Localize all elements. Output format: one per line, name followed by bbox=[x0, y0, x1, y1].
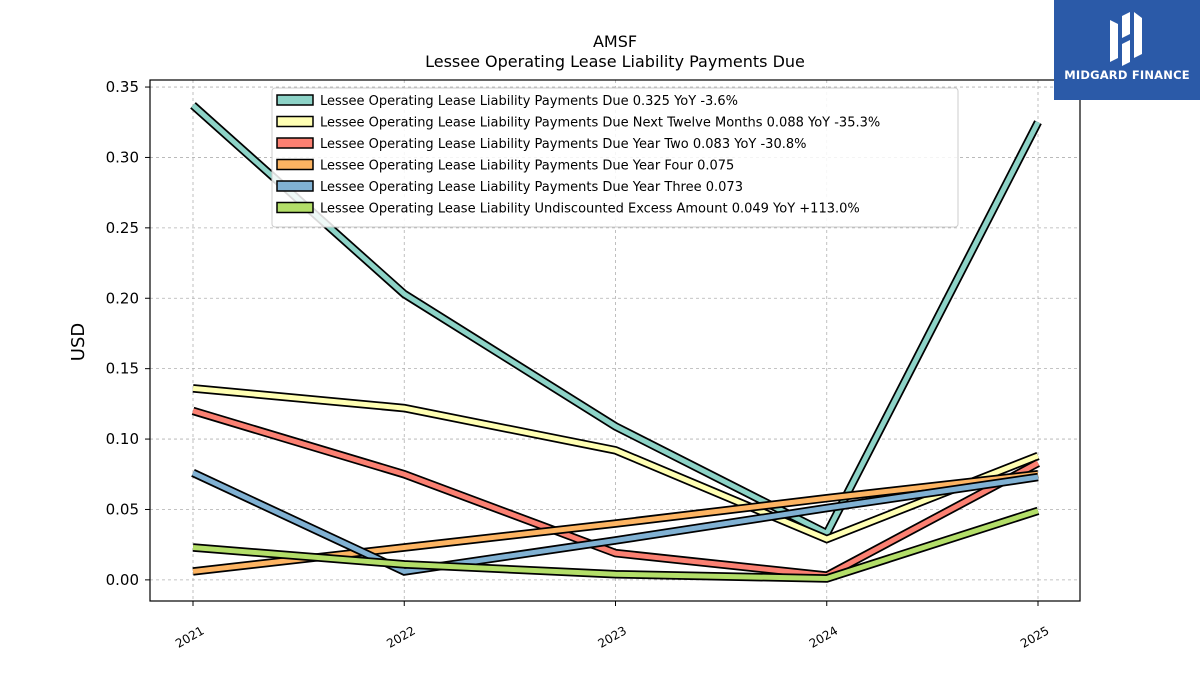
y-tick-label: 0.10 bbox=[106, 430, 139, 448]
y-tick-label: 0.35 bbox=[106, 78, 139, 96]
x-tick-label: 2024 bbox=[807, 623, 840, 650]
series-line bbox=[191, 469, 1039, 576]
legend-swatch bbox=[276, 115, 314, 128]
y-axis-label: USD bbox=[68, 323, 89, 361]
x-tick-label: 2021 bbox=[173, 623, 206, 650]
y-tick-label: 0.15 bbox=[106, 360, 139, 378]
legend-label: Lessee Operating Lease Liability Payment… bbox=[320, 159, 734, 174]
y-tick-label: 0.25 bbox=[106, 219, 139, 237]
legend-label: Lessee Operating Lease Liability Payment… bbox=[320, 116, 880, 131]
y-tick-label: 0.05 bbox=[106, 500, 139, 518]
x-axis: 2021 2022 2023 2024 2025 bbox=[173, 601, 1052, 651]
series-line bbox=[192, 506, 1040, 583]
y-axis: 0.00 0.05 0.10 0.15 0.20 0.25 0.30 0.35 bbox=[106, 78, 150, 589]
legend-swatch bbox=[276, 180, 314, 192]
midgard-logo-icon bbox=[1110, 12, 1142, 66]
midgard-finance-logo: MIDGARD FINANCE bbox=[1054, 0, 1200, 100]
legend-label: Lessee Operating Lease Liability Payment… bbox=[320, 94, 738, 109]
legend-swatch bbox=[276, 94, 314, 106]
x-tick-label: 2025 bbox=[1018, 623, 1051, 650]
chart-subtitle: Lessee Operating Lease Liability Payment… bbox=[425, 52, 805, 71]
legend-swatch bbox=[276, 137, 314, 149]
chart-title: AMSF bbox=[593, 32, 637, 51]
y-tick-label: 0.00 bbox=[106, 571, 139, 589]
logo-text: MIDGARD FINANCE bbox=[1064, 68, 1190, 82]
series-lines bbox=[190, 102, 1042, 583]
legend-box bbox=[271, 87, 959, 228]
legend: Lessee Operating Lease Liability Payment… bbox=[271, 87, 959, 228]
legend-label: Lessee Operating Lease Liability Payment… bbox=[320, 137, 806, 152]
y-tick-label: 0.30 bbox=[106, 148, 139, 166]
legend-swatch bbox=[276, 201, 314, 214]
legend-label: Lessee Operating Lease Liability Payment… bbox=[320, 180, 743, 195]
x-tick-label: 2023 bbox=[596, 623, 629, 650]
x-tick-label: 2022 bbox=[384, 623, 417, 650]
series-line bbox=[192, 384, 1040, 544]
legend-label: Lessee Operating Lease Liability Undisco… bbox=[320, 202, 860, 217]
series-line bbox=[190, 102, 1042, 540]
legend-swatch bbox=[276, 158, 314, 171]
y-tick-label: 0.20 bbox=[106, 289, 139, 307]
